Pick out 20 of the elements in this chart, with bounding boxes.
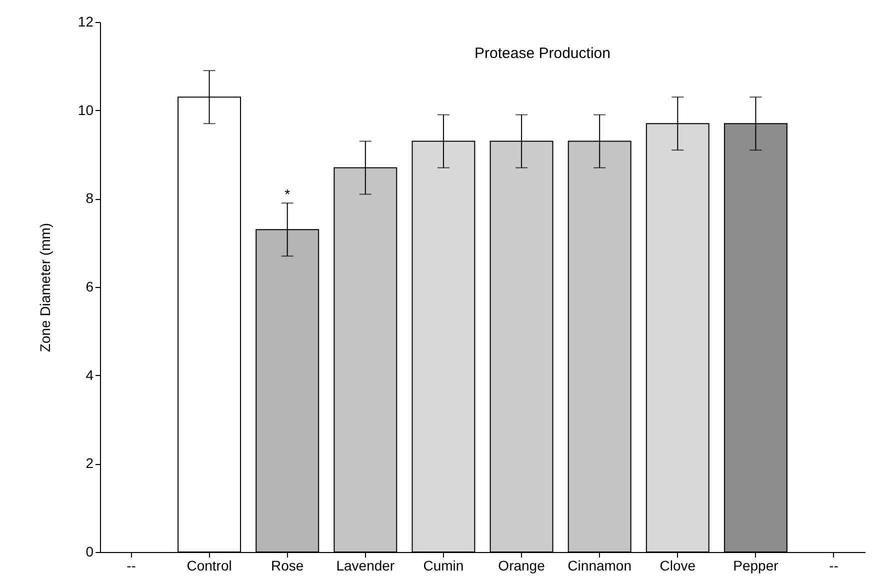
y-axis-title: Zone Diameter (mm) [36, 222, 53, 352]
x-tick-label: Orange [498, 558, 546, 574]
x-tick-label: Lavender [336, 558, 395, 574]
annotation: * [284, 186, 291, 202]
text: Protease Production [474, 45, 610, 62]
x-tick-label: -- [126, 558, 136, 574]
x-tick-label: Cumin [423, 558, 464, 574]
x-tick-label: Rose [271, 558, 304, 574]
y-tick-label: 12 [78, 14, 94, 30]
y-tick-label: 8 [86, 190, 94, 206]
x-tick-label: Clove [660, 558, 696, 574]
y-tick-label: 2 [86, 455, 94, 472]
y-tick-label: 4 [86, 366, 94, 383]
x-tick-label: Pepper [733, 558, 779, 574]
x-tick-label: Cinnamon [568, 558, 632, 574]
x-tick-label: Control [186, 558, 232, 574]
y-tick-label: 6 [86, 278, 94, 294]
x-tick-label: -- [829, 558, 839, 574]
y-tick-label: 0 [86, 544, 94, 560]
y-tick-label: 10 [78, 102, 94, 118]
